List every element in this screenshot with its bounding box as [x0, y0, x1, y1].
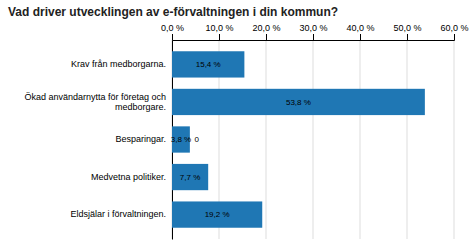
y-tick-label: Medvetna politiker.	[91, 172, 166, 182]
grid	[172, 40, 454, 239]
data-label: 15,4 %	[196, 60, 221, 69]
x-tick-mark	[313, 34, 314, 40]
data-label: 3,8 %	[171, 135, 191, 144]
x-axis: 0,0 % 10,0 % 20,0 % 30,0 % 40,0 % 50,0 % 60,0 …	[161, 23, 469, 41]
data-labels: 15,4 % 53,8 % 3,8 % 7,7 % 19,2 %	[171, 60, 311, 219]
chart: Vad driver utvecklingen av e-förvaltning…	[0, 0, 474, 247]
y-tick-label-line: Medvetna politiker.	[91, 172, 166, 182]
data-label: 19,2 %	[205, 210, 230, 219]
x-tick-label: 30,0 %	[299, 23, 327, 33]
bar	[172, 201, 262, 227]
y-tick-label-line: Besparingar.	[115, 134, 166, 144]
plot: 0,0 % 10,0 % 20,0 % 30,0 % 40,0 % 50,0 % 60,0 …	[24, 23, 468, 240]
grid-line	[454, 40, 455, 239]
y-tick-label: Eldsjälar i förvaltningen.	[70, 209, 166, 219]
x-tick-label: 20,0 %	[252, 23, 280, 33]
y-axis: Krav från medborgarna. Ökad användarnytta…	[24, 41, 172, 240]
x-tick: 0,0 %	[161, 23, 184, 40]
grid-line	[407, 40, 408, 239]
y-tick: Ökad användarnytta för företag ochmedbor…	[24, 92, 172, 112]
x-tick-label: 10,0 %	[205, 23, 233, 33]
x-tick: 20,0 %	[252, 23, 280, 40]
y-tick: Krav från medborgarna.	[71, 59, 172, 69]
data-label: 7,7 %	[180, 173, 200, 182]
grid-line	[266, 40, 267, 239]
grid-line	[360, 40, 361, 239]
y-tick-label-line: Ökad användarnytta för företag och	[24, 92, 166, 102]
title: Vad driver utvecklingen av e-förvaltning…	[8, 5, 338, 19]
annotations: 0	[195, 135, 200, 144]
x-tick-mark	[407, 34, 408, 40]
x-tick-mark	[360, 34, 361, 40]
x-tick-mark	[172, 34, 173, 40]
y-tick-label: Krav från medborgarna.	[71, 59, 166, 69]
x-tick: 30,0 %	[299, 23, 327, 40]
x-tick-mark	[454, 34, 455, 40]
x-tick-label: 60,0 %	[440, 23, 468, 33]
bar	[172, 164, 208, 190]
y-tick-label: Ökad användarnytta för företag ochmedbor…	[24, 92, 166, 112]
x-tick-label: 0,0 %	[161, 23, 184, 33]
y-tick: Medvetna politiker.	[91, 172, 172, 182]
y-tick-label: Besparingar.	[115, 134, 166, 144]
bars	[172, 51, 425, 227]
x-tick: 50,0 %	[393, 23, 421, 40]
y-tick-label-line: medborgare.	[115, 102, 166, 112]
y-tick-label-line: Krav från medborgarna.	[71, 59, 166, 69]
x-tick: 10,0 %	[205, 23, 233, 40]
grid-line	[313, 40, 314, 239]
bar	[172, 89, 425, 115]
y-tick-label-line: Eldsjälar i förvaltningen.	[70, 209, 166, 219]
x-tick-mark	[219, 34, 220, 40]
annotation: 0	[195, 135, 200, 144]
data-label: 53,8 %	[286, 98, 311, 107]
x-tick-mark	[266, 34, 267, 40]
x-tick-label: 40,0 %	[346, 23, 374, 33]
x-tick-label: 50,0 %	[393, 23, 421, 33]
y-tick: Eldsjälar i förvaltningen.	[70, 209, 172, 219]
bar	[172, 51, 244, 77]
x-tick: 40,0 %	[346, 23, 374, 40]
x-tick: 60,0 %	[440, 23, 468, 40]
y-tick: Besparingar.	[115, 134, 172, 144]
x-axis-line	[173, 34, 455, 41]
